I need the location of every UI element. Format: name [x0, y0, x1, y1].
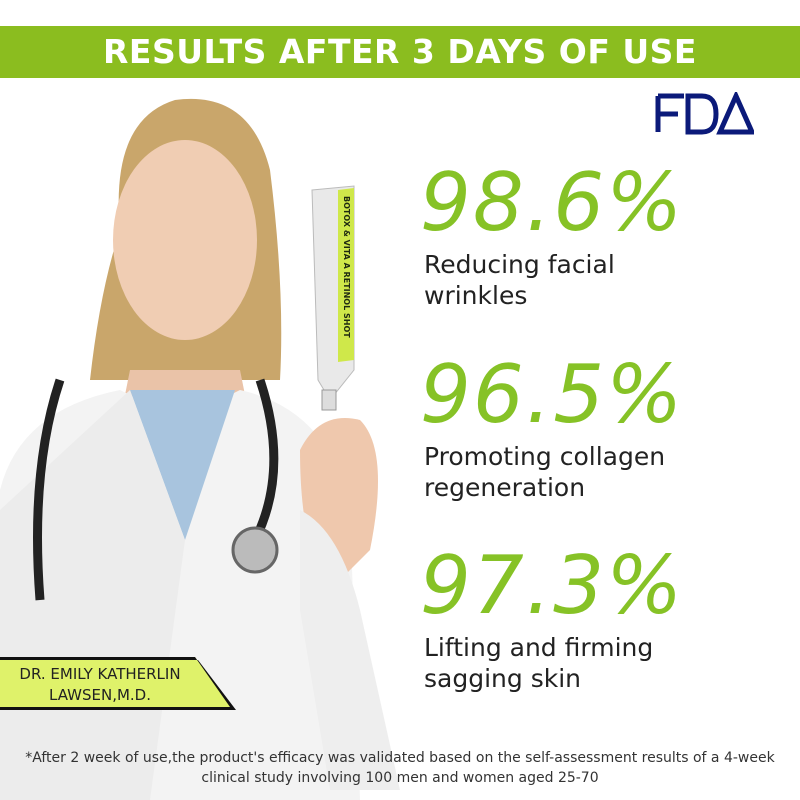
- product-label: BOTOX & VITA A RETINOL SHOT: [342, 196, 351, 338]
- footnote-line2: clinical study involving 100 men and wom…: [201, 770, 599, 786]
- stat-desc-line2: sagging skin: [424, 664, 581, 693]
- stat-value: 97.3%: [420, 539, 685, 632]
- product-tube: [311, 185, 355, 411]
- stat-desc-line2: wrinkles: [424, 281, 528, 310]
- doctor-name-tag: DR. EMILY KATHERLIN LAWSEN,M.D.: [0, 657, 230, 707]
- banner-title: RESULTS AFTER 3 DAYS OF USE: [0, 26, 800, 78]
- doctor-name-line2: LAWSEN,M.D.: [49, 686, 151, 704]
- stat-desc-line1: Reducing facial: [424, 250, 615, 279]
- footnote-line1: *After 2 week of use,the product's effic…: [25, 750, 775, 766]
- footnote: *After 2 week of use,the product's effic…: [0, 748, 800, 788]
- doctor-name-line1: DR. EMILY KATHERLIN: [19, 665, 181, 683]
- stat-value: 98.6%: [420, 156, 685, 249]
- stat-desc-line2: regeneration: [424, 473, 586, 502]
- stat-wrinkles: 98.6% Reducing facial wrinkles: [420, 163, 684, 311]
- stat-desc-line1: Lifting and firming: [424, 633, 654, 662]
- stat-value: 96.5%: [420, 348, 685, 441]
- stat-collagen: 96.5% Promoting collagen regeneration: [420, 355, 684, 503]
- fda-logo: [655, 92, 754, 135]
- stat-lifting: 97.3% Lifting and firming sagging skin: [420, 546, 684, 694]
- stat-desc-line1: Promoting collagen: [424, 442, 666, 471]
